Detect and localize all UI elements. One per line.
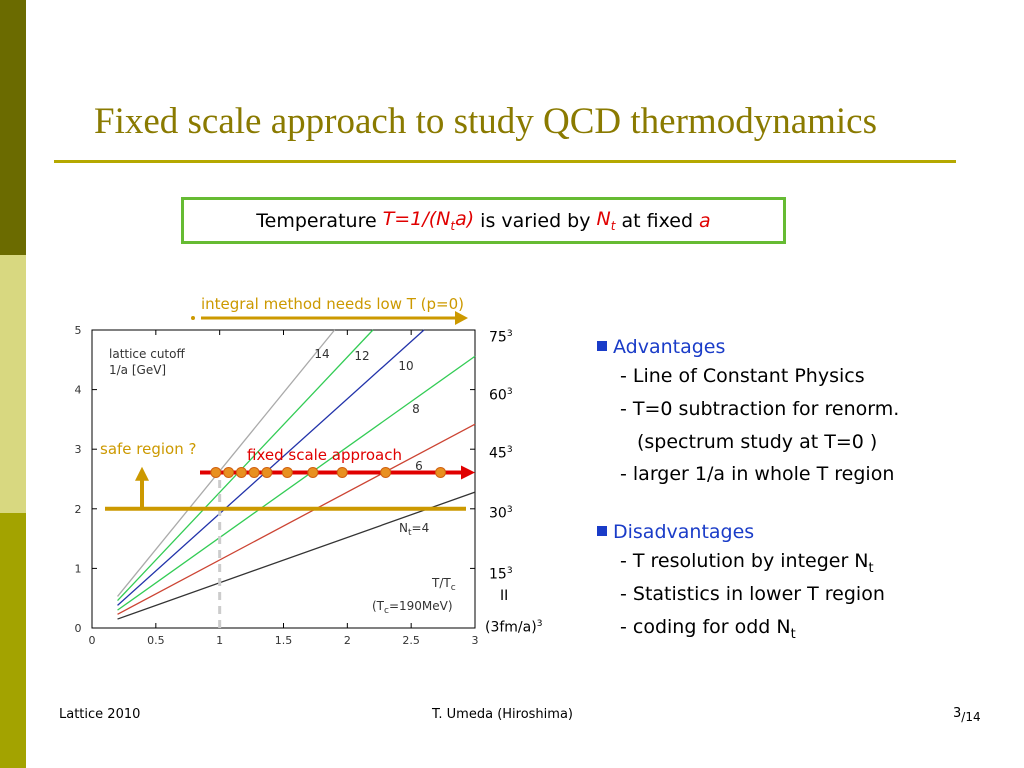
fixed-scale-point — [336, 466, 348, 478]
series-label-nt-4: Nt=4 — [399, 521, 429, 538]
x-tick-label: 1 — [216, 634, 223, 647]
footer-author: T. Umeda (Hiroshima) — [432, 707, 573, 722]
box-mid: is varied by — [474, 209, 597, 232]
series-line-nt-12 — [117, 329, 374, 602]
disadvantage-item-2: - Statistics in lower T region — [620, 583, 885, 605]
y-tick-label: 1 — [75, 562, 82, 575]
fixed-scale-point — [281, 466, 293, 478]
y-tick-label: 4 — [75, 384, 82, 397]
series-line-nt-14 — [117, 329, 336, 597]
integral-arrow-dot — [191, 316, 195, 320]
volume-75: 753 — [489, 329, 513, 346]
series-line-nt-8 — [117, 355, 476, 611]
series-label-nt-12: 12 — [354, 349, 369, 363]
bullet-square-icon — [597, 525, 607, 536]
volume-15: 153 — [489, 566, 513, 583]
volume-unit: (3fm/a)3 — [485, 619, 543, 636]
fixed-label: fixed scale approach — [247, 446, 402, 464]
volume-60: 603 — [489, 387, 513, 404]
disadvantage-item-3: - coding for odd Nt — [620, 616, 796, 642]
advantage-item-1: - Line of Constant Physics — [620, 365, 865, 387]
x-tick-label: 3 — [472, 634, 479, 647]
bullet-square-icon — [597, 340, 607, 351]
disadvantage-item-1: - T resolution by integer Nt — [620, 550, 874, 576]
series-line-nt-4 — [117, 491, 476, 620]
fixed-scale-point — [261, 466, 273, 478]
advantage-item-3: (spectrum study at T=0 ) — [637, 431, 878, 453]
series-line-nt-10 — [117, 329, 425, 606]
safe-arrow-head — [135, 466, 149, 481]
slide-title: Fixed scale approach to study QCD thermo… — [94, 101, 877, 142]
volume-30: 303 — [489, 505, 513, 522]
footer-conference: Lattice 2010 — [59, 707, 141, 722]
side-bar-bottom — [0, 513, 26, 768]
advantage-item-4: - larger 1/a in whole T region — [620, 463, 895, 485]
series-line-nt-6 — [117, 423, 476, 615]
x-tick-label: 2.5 — [402, 634, 420, 647]
fixed-scale-point — [307, 466, 319, 478]
y-tick-label: 0 — [75, 622, 82, 635]
integral-arrow-head — [455, 311, 468, 325]
advantage-item-2: - T=0 subtraction for renorm. — [620, 398, 900, 420]
xlabel-tc: (Tc=190MeV) — [372, 599, 453, 616]
y-tick-label: 5 — [75, 324, 82, 337]
side-bar-top — [0, 0, 26, 255]
cutoff-label-1: lattice cutoff — [109, 347, 185, 361]
box-prefix: Temperature — [256, 209, 383, 232]
a-symbol: a — [699, 209, 711, 232]
fixed-scale-arrow-head — [461, 465, 475, 480]
footer-page: 3/14 — [953, 706, 981, 724]
disadvantages-heading: Disadvantages — [597, 521, 754, 543]
fixed-scale-point — [248, 466, 260, 478]
integral-label: integral method needs low T (p=0) — [201, 295, 464, 313]
series-label-nt-6: 6 — [415, 459, 423, 473]
cutoff-label-2: 1/a [GeV] — [109, 363, 166, 377]
series-label-nt-10: 10 — [398, 359, 413, 373]
nt-symbol: Nt — [596, 208, 616, 233]
y-tick-label: 3 — [75, 443, 82, 456]
equals-sign: II — [500, 588, 509, 604]
series-label-nt-14: 14 — [314, 347, 329, 361]
fixed-scale-point — [380, 466, 392, 478]
x-tick-label: 1.5 — [275, 634, 293, 647]
y-tick-label: 2 — [75, 503, 82, 516]
side-bar-middle — [0, 255, 26, 513]
x-tick-label: 0 — [89, 634, 96, 647]
volume-45: 453 — [489, 445, 513, 462]
fixed-scale-point — [223, 466, 235, 478]
fixed-scale-point — [235, 466, 247, 478]
temperature-box: Temperature T=1/(Nta) is varied by Nt at… — [181, 197, 786, 244]
x-tick-label: 0.5 — [147, 634, 165, 647]
safe-label: safe region ? — [100, 440, 196, 458]
formula: T=1/(Nta) — [382, 208, 475, 233]
fixed-scale-point — [210, 466, 222, 478]
xlabel-main: T/Tc — [431, 576, 456, 593]
title-rule — [54, 160, 956, 163]
box-after: at fixed — [615, 209, 700, 232]
series-label-nt-8: 8 — [412, 402, 420, 416]
x-tick-label: 2 — [344, 634, 351, 647]
advantages-heading: Advantages — [597, 336, 725, 358]
fixed-scale-point — [435, 466, 447, 478]
